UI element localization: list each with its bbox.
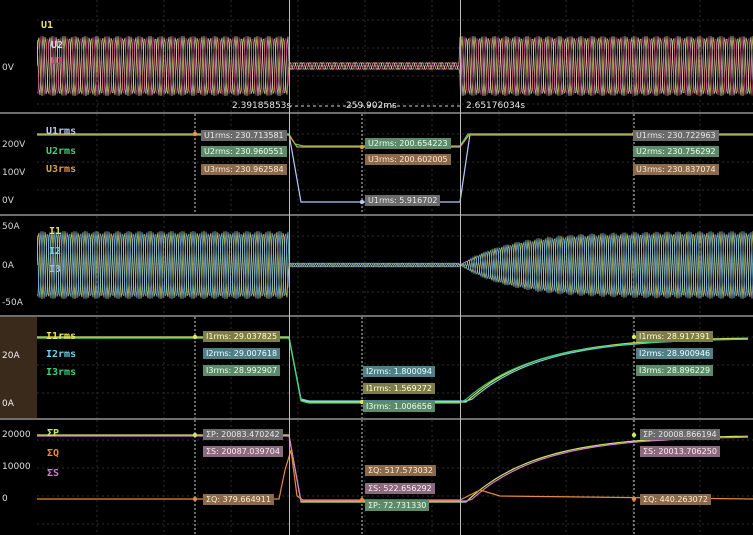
q-trace xyxy=(37,449,753,501)
u2rms-label: U2rms xyxy=(46,146,77,157)
marker-dot xyxy=(192,432,198,438)
power-tick-10000: 10000 xyxy=(2,462,31,472)
tag-u1rms-right: U1rms: 230.722963 xyxy=(633,130,719,141)
marker-dot xyxy=(359,497,365,503)
panel-divider xyxy=(0,112,753,114)
tag-u2rms-left: U2rms: 230.960551 xyxy=(201,146,287,157)
panel-divider xyxy=(0,315,753,317)
urms-gutter xyxy=(0,114,37,216)
marker-dot xyxy=(192,496,198,502)
u3rms-label: U3rms xyxy=(46,164,77,175)
voltage-waveform-panel[interactable]: U1 U2 U3 0V 2.39185853s 259.902ms 2.6517… xyxy=(0,0,753,114)
cursor2-time: 2.65176034s xyxy=(466,101,526,111)
cursor1-time: 2.39185853s xyxy=(232,101,292,111)
tag-s-mid: ΣS: 522.656292 xyxy=(365,483,435,494)
u1-trace xyxy=(37,35,753,97)
tag-i1rms-left: I1rms: 29.037825 xyxy=(203,331,281,342)
tag-u3rms-left: U3rms: 230.962584 xyxy=(201,164,287,175)
tag-u3rms-right: U3rms: 230.837074 xyxy=(633,164,719,175)
cursor-2[interactable] xyxy=(460,0,461,535)
power-tick-0: 0 xyxy=(2,494,8,504)
urms-plot[interactable]: U1rms U2rms U3rms U1rms: 230.713581 U2rm… xyxy=(37,114,753,216)
current-plot[interactable]: I1 I2 I3 xyxy=(37,216,753,317)
power-panel[interactable]: ΣP ΣQ ΣS ΣP: 20083.470242 ΣS: 20087.0397… xyxy=(0,420,753,535)
irms-tick-20: 20A xyxy=(2,351,20,361)
marker-dot xyxy=(631,334,637,340)
cursor-delta: 259.902ms xyxy=(346,101,397,111)
marker-dot xyxy=(631,432,637,438)
irms-tick-0: 0A xyxy=(2,399,14,409)
irms-panel[interactable]: I1rms I2rms I3rms I1rms: 29.037825 I2rms… xyxy=(0,317,753,420)
i2-label: I2 xyxy=(49,246,62,257)
tag-q-left: ΣQ: 379.664911 xyxy=(203,494,274,505)
power-gutter xyxy=(0,420,37,535)
tag-i2rms-mid: I2rms: 1.800094 xyxy=(363,366,435,377)
i2rms-label: I2rms xyxy=(46,349,77,360)
tag-u2rms-mid: U2rms: 200.654223 xyxy=(365,138,451,149)
current-tick-0: 0A xyxy=(2,261,14,271)
tag-i2rms-right: I2rms: 28.900946 xyxy=(636,348,714,359)
marker-dot xyxy=(359,199,365,205)
voltage-gutter xyxy=(0,0,37,114)
current-tick-50: 50A xyxy=(2,222,20,232)
power-tick-20000: 20000 xyxy=(2,430,31,440)
tag-p-right: ΣP: 20008.866194 xyxy=(640,429,720,440)
current-waveform-panel[interactable]: I1 I2 I3 50A 0A -50A xyxy=(0,216,753,317)
current-tick-neg50: -50A xyxy=(2,298,23,308)
tag-u1rms-left: U1rms: 230.713581 xyxy=(201,130,287,141)
urms-tick-200: 200V xyxy=(2,140,26,150)
marker-dot xyxy=(192,334,198,340)
i3rms-label: I3rms xyxy=(46,367,77,378)
u3-label: U3 xyxy=(51,56,64,67)
urms-panel[interactable]: U1rms U2rms U3rms U1rms: 230.713581 U2rm… xyxy=(0,114,753,216)
tag-p-mid: ΣP: 72.731330 xyxy=(365,500,430,511)
u2-label: U2 xyxy=(51,40,64,51)
urms-tick-100: 100V xyxy=(2,168,26,178)
marker-dot xyxy=(359,144,365,150)
tag-q-right: ΣQ: 440.263072 xyxy=(640,494,711,505)
u2-trace xyxy=(37,35,753,97)
voltage-plot[interactable]: U1 U2 U3 xyxy=(37,0,753,114)
tag-i3rms-mid: I3rms: 1.006656 xyxy=(363,401,435,412)
cursor-1[interactable] xyxy=(289,0,290,535)
i3-trace xyxy=(37,230,753,300)
p-label: ΣP xyxy=(47,428,60,439)
u1rms-label: U1rms xyxy=(46,126,77,137)
tag-q-mid: ΣQ: 517.573032 xyxy=(365,465,436,476)
tag-u1rms-mid: U1rms: 5.916702 xyxy=(365,195,441,206)
i2-trace xyxy=(37,230,753,300)
i1-label: I1 xyxy=(49,226,62,237)
u1-label: U1 xyxy=(41,20,54,31)
tag-i1rms-mid: I1rms: 1.569272 xyxy=(363,383,435,394)
marker-dot xyxy=(631,496,637,502)
irms-gutter xyxy=(0,317,37,420)
tag-u2rms-right: U2rms: 230.756292 xyxy=(633,146,719,157)
q-label: ΣQ xyxy=(47,448,60,459)
i1rms-label: I1rms xyxy=(46,331,77,342)
voltage-zero-tick: 0V xyxy=(2,63,14,73)
irms-plot[interactable]: I1rms I2rms I3rms I1rms: 29.037825 I2rms… xyxy=(37,317,753,420)
u3-trace xyxy=(37,35,753,97)
tag-s-left: ΣS: 20087.039704 xyxy=(203,446,283,457)
tag-i3rms-right: I3rms: 28.896229 xyxy=(636,365,714,376)
tag-s-right: ΣS: 20013.706250 xyxy=(640,446,720,457)
tag-i3rms-left: I3rms: 28.992907 xyxy=(203,365,281,376)
current-gutter xyxy=(0,216,37,317)
tag-i2rms-left: I2rms: 29.007618 xyxy=(203,348,281,359)
i1-trace xyxy=(37,230,753,300)
i3-label: I3 xyxy=(49,264,62,275)
tag-p-left: ΣP: 20083.470242 xyxy=(203,429,283,440)
urms-tick-0: 0V xyxy=(2,196,14,206)
tag-i1rms-right: I1rms: 28.917391 xyxy=(636,331,714,342)
power-plot[interactable]: ΣP ΣQ ΣS ΣP: 20083.470242 ΣS: 20087.0397… xyxy=(37,420,753,535)
tag-u3rms-mid: U3rms: 200.602005 xyxy=(365,154,451,165)
marker-dot xyxy=(192,131,198,137)
s-label: ΣS xyxy=(47,468,60,479)
panel-divider xyxy=(0,418,753,420)
panel-divider xyxy=(0,214,753,216)
